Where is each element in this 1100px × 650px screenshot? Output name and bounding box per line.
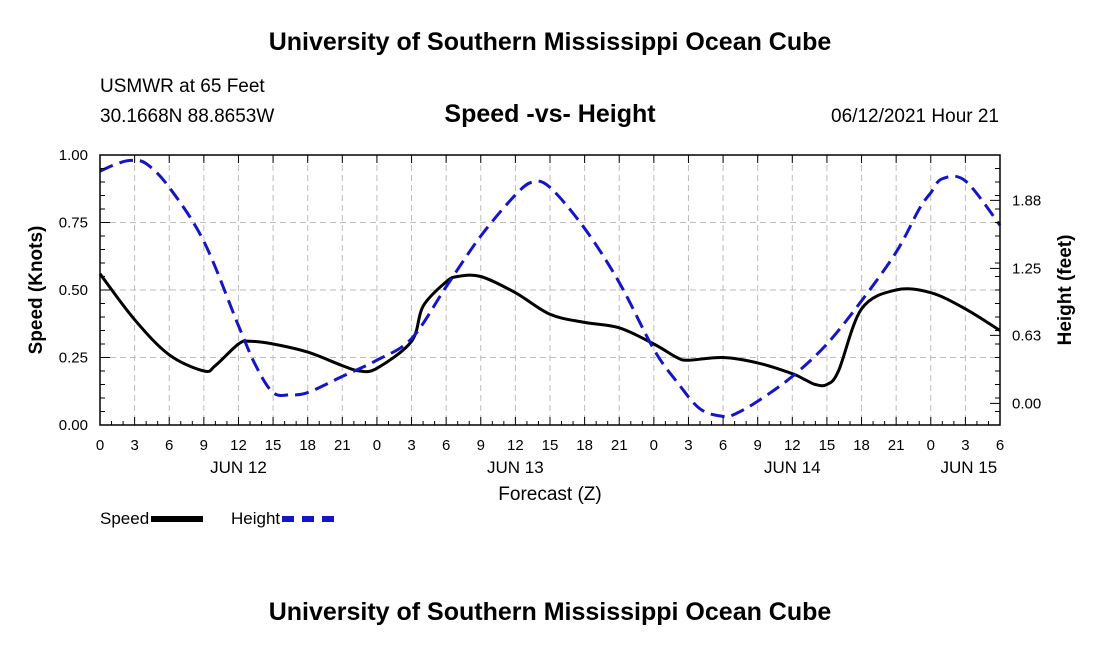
- legend-height-swatch: [282, 516, 335, 522]
- y-tick-label: 1.00: [59, 147, 88, 164]
- station-coordinates: 30.1668N 88.8653W: [100, 106, 275, 127]
- x-axis-title: Forecast (Z): [498, 484, 601, 505]
- x-tick-label: 3: [407, 437, 415, 454]
- x-tick-label: 21: [334, 437, 351, 454]
- legend-speed-label: Speed: [100, 509, 150, 528]
- x-tick-label: 12: [230, 437, 247, 454]
- x-tick-label: 18: [853, 437, 870, 454]
- x-tick-label: 3: [130, 437, 138, 454]
- y2-tick-label: 1.88: [1012, 192, 1041, 209]
- x-tick-label: 12: [784, 437, 801, 454]
- height-series-line: [99, 158, 1002, 419]
- x-tick-label: 0: [927, 437, 935, 454]
- grid-layer: [100, 155, 1000, 425]
- speed-series-line: [98, 272, 1001, 388]
- y-tick-label: 0.50: [59, 282, 88, 299]
- ticks-layer: [99, 154, 1001, 426]
- legend-height-label: Height: [231, 509, 281, 528]
- x-tick-label: 9: [477, 437, 485, 454]
- y2-tick-label: 0.00: [1012, 395, 1041, 412]
- chart-title: Speed -vs- Height: [444, 100, 656, 128]
- x-tick-label: 15: [542, 437, 559, 454]
- x-tick-label: 18: [576, 437, 593, 454]
- y-tick-label: 0.00: [59, 417, 88, 434]
- forecast-timestamp: 06/12/2021 Hour 21: [831, 106, 999, 127]
- legend-height: Height: [231, 509, 335, 529]
- series-layer: [98, 158, 1002, 419]
- date-label: JUN 15: [941, 458, 998, 477]
- x-tick-label: 21: [888, 437, 905, 454]
- y-tick-label: 0.75: [59, 215, 88, 232]
- x-tick-label: 15: [265, 437, 282, 454]
- y-axis-title: Speed (Knots): [26, 226, 47, 355]
- x-tick-label: 21: [611, 437, 628, 454]
- x-tick-label: 3: [961, 437, 969, 454]
- x-tick-label: 6: [719, 437, 727, 454]
- x-tick-label: 9: [200, 437, 208, 454]
- x-tick-label: 0: [650, 437, 658, 454]
- x-tick-label: 9: [754, 437, 762, 454]
- date-label: JUN 13: [487, 458, 544, 477]
- x-tick-label: 6: [996, 437, 1004, 454]
- labels-layer: 0 3 6 9 12 15 18 21 0 3 6 9 12 15 18 21 0 3 6 9 12 15 18 21 0 3 6 J…: [59, 147, 1041, 477]
- x-tick-label: 0: [96, 437, 104, 454]
- legend-speed-swatch: [151, 516, 204, 522]
- x-tick-label: 3: [684, 437, 692, 454]
- footer-title: University of Southern Mississippi Ocean…: [268, 598, 832, 626]
- y-tick-label: 0.25: [59, 350, 88, 367]
- y2-tick-label: 1.25: [1012, 260, 1041, 277]
- x-tick-label: 6: [165, 437, 173, 454]
- legend-speed: Speed: [100, 509, 204, 529]
- x-tick-label: 6: [442, 437, 450, 454]
- date-label: JUN 12: [210, 458, 267, 477]
- x-tick-label: 12: [507, 437, 524, 454]
- date-label: JUN 14: [764, 458, 821, 477]
- y2-tick-label: 0.63: [1012, 327, 1041, 344]
- station-name: USMWR at 65 Feet: [100, 76, 265, 97]
- y2-axis-title: Height (feet): [1055, 235, 1076, 346]
- report-title: University of Southern Mississippi Ocean…: [268, 28, 832, 56]
- x-tick-label: 15: [819, 437, 836, 454]
- x-tick-label: 18: [299, 437, 316, 454]
- x-tick-label: 0: [373, 437, 381, 454]
